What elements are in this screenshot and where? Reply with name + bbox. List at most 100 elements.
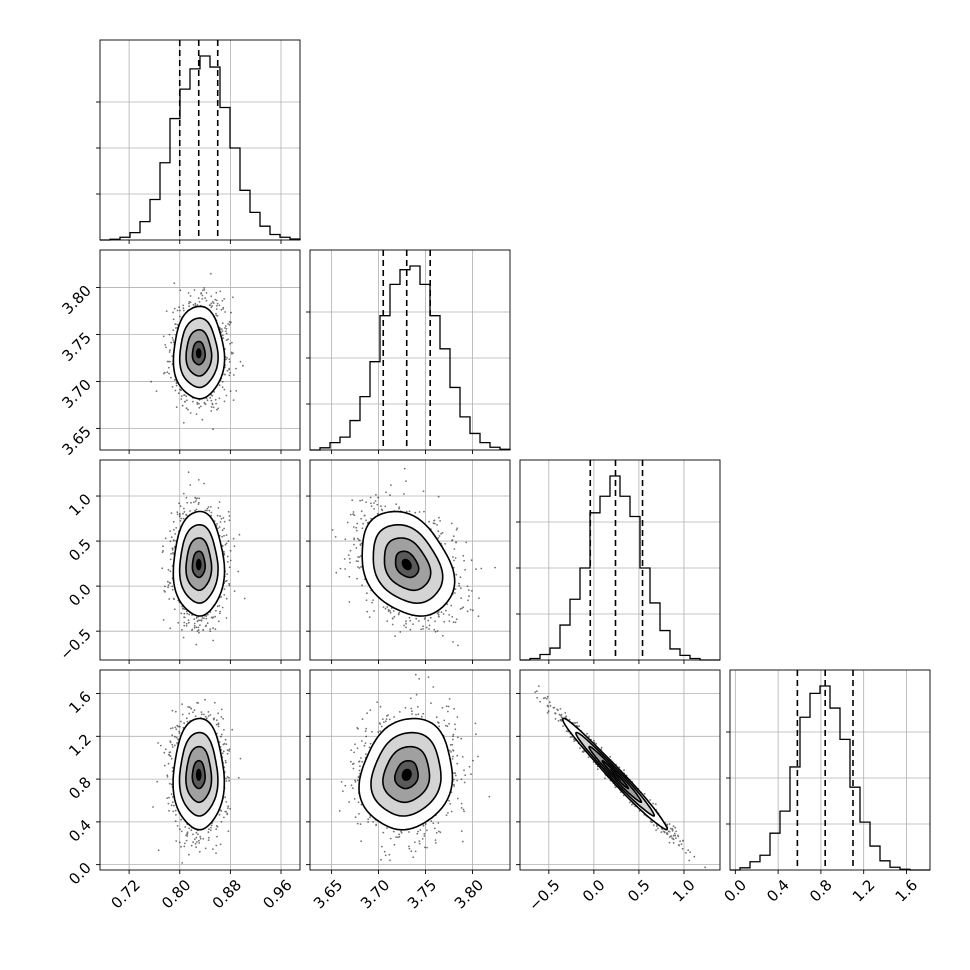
sample-point <box>179 514 181 516</box>
sample-point <box>209 304 212 306</box>
sample-point <box>199 405 202 408</box>
sample-point <box>212 302 215 304</box>
sample-point <box>225 358 227 361</box>
sample-point <box>331 529 334 531</box>
sample-point <box>458 585 460 587</box>
sample-point <box>470 559 473 562</box>
sample-point <box>441 634 444 637</box>
sample-point <box>197 297 200 299</box>
sample-point <box>418 620 420 622</box>
sample-point <box>433 519 435 522</box>
sample-point <box>205 299 208 302</box>
sample-point <box>205 617 208 620</box>
sample-point <box>196 403 199 405</box>
sample-point <box>224 330 227 332</box>
sample-point <box>366 610 369 613</box>
sample-point <box>380 505 382 508</box>
sample-point <box>222 308 225 310</box>
sample-point <box>188 613 191 616</box>
sample-point <box>162 545 164 548</box>
sample-point <box>361 527 364 530</box>
sample-point <box>216 302 219 305</box>
sample-point <box>201 298 204 300</box>
sample-point <box>454 621 457 624</box>
sample-point <box>161 567 164 570</box>
sample-point <box>212 428 214 431</box>
sample-point <box>478 597 480 599</box>
sample-point <box>193 289 196 291</box>
sample-point <box>169 582 172 585</box>
sample-point <box>242 364 244 367</box>
sample-point <box>172 311 174 314</box>
sample-point <box>195 413 198 415</box>
sample-point <box>180 517 183 520</box>
sample-point <box>175 527 178 529</box>
sample-point <box>349 549 352 552</box>
sample-point <box>221 386 224 389</box>
sample-point <box>212 406 215 409</box>
sample-point <box>181 404 184 407</box>
sample-point <box>216 605 219 608</box>
sample-point <box>183 621 186 624</box>
sample-point <box>204 509 207 512</box>
sample-point <box>458 582 460 585</box>
sample-point <box>212 627 215 630</box>
sample-point <box>208 509 211 512</box>
sample-point <box>450 604 453 607</box>
sample-point <box>409 619 412 622</box>
sample-point <box>398 507 400 510</box>
sample-point <box>215 305 218 307</box>
sample-point <box>209 628 212 630</box>
sample-point <box>230 351 233 354</box>
sample-point <box>173 379 176 381</box>
sample-point <box>187 408 189 411</box>
sample-point <box>437 495 440 498</box>
sample-point <box>438 535 441 537</box>
sample-point <box>167 584 170 586</box>
sample-point <box>162 619 165 621</box>
sample-point <box>235 367 237 370</box>
sample-point <box>370 505 373 508</box>
sample-point <box>239 360 242 363</box>
sample-point <box>386 606 389 608</box>
sample-point <box>215 609 217 612</box>
sample-point <box>470 590 473 592</box>
sample-point <box>359 499 361 502</box>
sample-point <box>229 342 231 345</box>
contour-line <box>178 524 219 604</box>
sample-point <box>420 628 422 631</box>
sample-point <box>186 612 189 615</box>
sample-point <box>198 619 201 622</box>
sample-point <box>195 616 198 619</box>
sample-point <box>172 341 175 344</box>
sample-point <box>462 606 465 609</box>
contour-line <box>178 317 219 389</box>
histogram-line <box>730 685 930 871</box>
sample-point <box>451 539 454 541</box>
sample-point <box>201 418 204 421</box>
sample-point <box>353 537 356 540</box>
sample-point <box>206 622 209 625</box>
sample-point <box>195 643 198 646</box>
sample-point <box>214 298 217 301</box>
sample-point <box>217 527 219 530</box>
density-peak <box>195 348 202 359</box>
sample-point <box>182 607 185 610</box>
sample-point <box>344 538 347 541</box>
sample-point <box>392 610 395 612</box>
sample-point <box>203 289 206 291</box>
sample-point <box>180 395 183 397</box>
sample-point <box>405 620 407 623</box>
sample-point <box>170 552 172 555</box>
sample-point <box>226 357 228 359</box>
sample-point <box>422 625 424 628</box>
sample-point <box>198 631 200 634</box>
sample-point <box>423 510 425 513</box>
sample-point <box>225 617 228 619</box>
sample-point <box>351 499 354 502</box>
sample-point <box>391 623 394 626</box>
sample-point <box>183 624 186 627</box>
sample-point <box>215 312 217 315</box>
sample-point <box>394 635 396 637</box>
